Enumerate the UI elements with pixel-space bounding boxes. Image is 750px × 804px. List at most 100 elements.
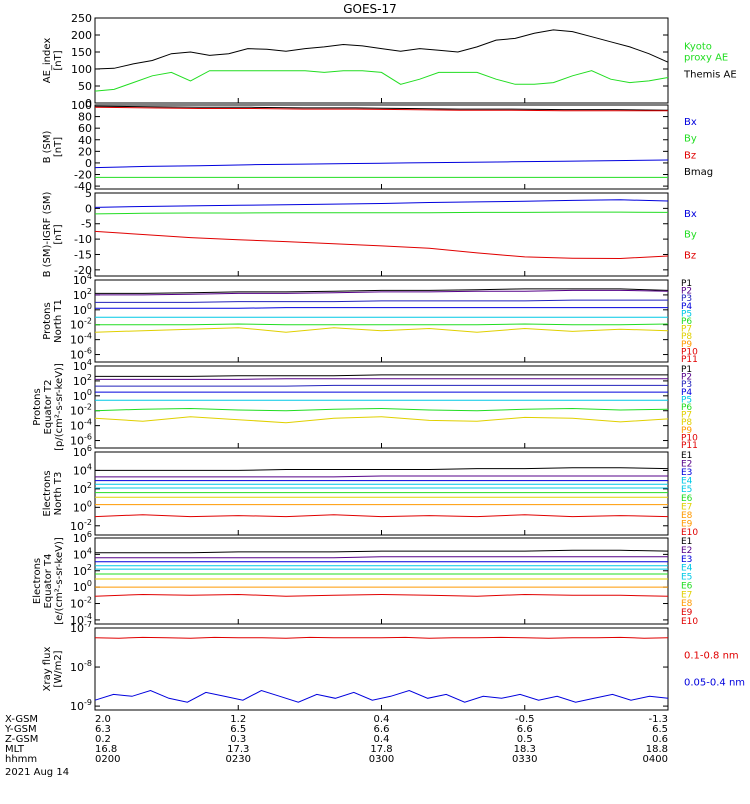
ephemeris-value: 0.2 (95, 734, 111, 745)
y-tick-label: 102 (73, 287, 92, 302)
legend-label: E7 (681, 590, 692, 600)
y-axis-label-p_t1: ProtonsNorth T1 (42, 299, 64, 343)
y-tick-label: 0 (85, 97, 92, 110)
legend-label: P9 (681, 426, 692, 436)
y-tick-label: 10-8 (70, 659, 92, 674)
legend-label: P8 (681, 418, 692, 428)
y-axis-label-e_t3: ElectronsNorth T3 (42, 470, 64, 516)
series-line-e9 (94, 593, 669, 597)
y-tick-label: 102 (73, 481, 92, 496)
y-tick-label: 60 (78, 122, 92, 135)
y-tick-label: 104 (73, 546, 92, 561)
series-line-e2 (95, 556, 668, 559)
y-axis-label-p_t2: ProtonsEquator T2[p/(cm²-s-sr-keV)] (32, 363, 65, 451)
series-line-p4 (95, 307, 668, 309)
y-tick-label: 10-4 (70, 612, 92, 627)
series-line-0-1-0-8-nm (94, 636, 669, 639)
y-tick-label: 100 (73, 579, 92, 594)
series-line-p2 (95, 289, 669, 296)
ephemeris-row-label: MLT (5, 744, 25, 755)
series-line-p6 (95, 323, 669, 326)
y-axis-label-e_t4: ElectronsEquator T4[e/(cm²-s-sr-keV)] (32, 537, 65, 625)
y-tick-label: 250 (71, 12, 92, 25)
legend-label: P9 (681, 340, 692, 350)
panel-frame-xray (94, 627, 669, 711)
y-tick-label: 102 (73, 373, 92, 388)
series-line-p2 (95, 378, 668, 380)
legend-label: Bz (684, 150, 696, 161)
panel-frame-bsm (94, 104, 669, 190)
ephemeris-value: 0200 (95, 754, 120, 765)
y-tick-label: 10-2 (70, 403, 92, 418)
series-line-p3 (95, 384, 668, 387)
legend-label: P5 (681, 309, 692, 319)
series-line-p1 (95, 288, 669, 294)
y-tick-label: 100 (71, 63, 92, 76)
legend-label: P3 (681, 380, 692, 390)
y-tick-label: 10-6 (70, 347, 92, 362)
legend-label: E2 (681, 546, 692, 556)
legend-label: E3 (681, 555, 692, 565)
legend-label: E3 (681, 468, 692, 478)
legend-label: E1 (681, 537, 692, 547)
ephemeris-row-label: hhmm (5, 754, 37, 765)
y-tick-label: 0 (85, 202, 92, 215)
ephemeris-value: 0230 (226, 754, 251, 765)
series-line-e1 (95, 467, 669, 471)
series-line-by (94, 211, 669, 215)
y-tick-label: -5 (81, 218, 92, 231)
legend-label: E10 (681, 528, 698, 538)
legend-label: P3 (681, 294, 692, 304)
legend-label: E2 (681, 460, 692, 470)
legend-label: E9 (681, 608, 693, 618)
legend-label: E4 (681, 564, 693, 574)
ephemeris-value: 17.3 (227, 744, 249, 755)
y-tick-label: 20 (78, 145, 92, 158)
legend-label: E5 (681, 485, 692, 495)
ephemeris-value: 6.5 (652, 724, 668, 735)
legend-label: P6 (681, 403, 692, 413)
ephemeris-row-label: X-GSM (5, 714, 38, 725)
y-tick-label: 100 (73, 302, 92, 317)
legend-label: Bmag (684, 167, 713, 178)
legend-label: 0.05-0.4 nm (684, 678, 745, 689)
legend-label: P10 (681, 433, 698, 443)
y-axis-label-ae: AE_index[nT] (42, 38, 64, 84)
legend-label: Bx (684, 209, 697, 220)
y-tick-label: 10-6 (70, 433, 92, 448)
y-tick-label: -40 (74, 180, 92, 193)
ephemeris-value: 0.6 (652, 734, 668, 745)
ephemeris-value: 0.4 (374, 734, 390, 745)
legend-label: P6 (681, 317, 692, 327)
y-tick-label: 10-4 (70, 418, 92, 433)
series-line-themis-ae (94, 29, 669, 70)
ephemeris-value: 6.6 (374, 724, 390, 735)
y-axis-label-xray: Xray flux[W/m2] (42, 647, 64, 692)
y-tick-label: -20 (74, 264, 92, 277)
y-tick-label: 5 (85, 187, 92, 200)
legend-label: By (684, 230, 697, 241)
y-tick-label: 104 (73, 358, 92, 373)
y-tick-label: 10-9 (70, 698, 92, 713)
legend-label: E10 (681, 617, 698, 627)
ephemeris-value: 17.8 (370, 744, 392, 755)
panel-frame-e_t3 (94, 451, 669, 536)
legend-label: E5 (681, 573, 692, 583)
legend-label: P5 (681, 395, 692, 405)
date-label: 2021 Aug 14 (5, 767, 69, 778)
ephemeris-value: 18.8 (646, 744, 668, 755)
legend-label: P7 (681, 411, 692, 421)
series-line-p7 (94, 327, 669, 333)
ephemeris-value: 6.5 (230, 724, 246, 735)
series-line-e10 (94, 514, 669, 518)
legend-label: P2 (681, 373, 692, 383)
y-tick-label: 10-2 (70, 518, 92, 533)
legend-label: Themis AE (683, 70, 737, 81)
legend-label: P1 (681, 365, 692, 375)
ephemeris-value: 0330 (512, 754, 537, 765)
series-line-bz (94, 106, 668, 112)
plot-title: GOES-17 (343, 2, 397, 16)
legend-label: E6 (681, 581, 693, 591)
